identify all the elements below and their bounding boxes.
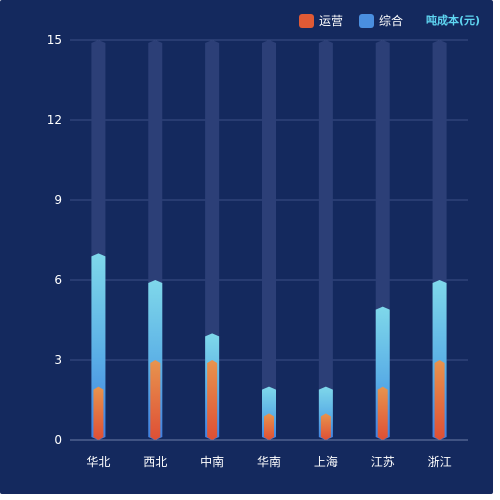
legend-item-operations[interactable]: 运营: [299, 13, 343, 29]
bar-operations-1[interactable]: [150, 360, 161, 440]
bar-operations-6[interactable]: [434, 360, 445, 440]
y-tick-label-3: 3: [54, 353, 62, 367]
y-tick-label-0: 0: [54, 433, 62, 447]
legend-label-operations: 运营: [319, 14, 344, 28]
x-tick-label-3: 华南: [257, 454, 281, 469]
bar-operations-3[interactable]: [264, 413, 274, 440]
chart-panel: 运营 综合 吨成本(元): [0, 0, 493, 494]
bar-operations-5[interactable]: [377, 386, 388, 440]
unit-label: 吨成本(元): [426, 14, 481, 27]
legend-swatch-operations: [299, 14, 314, 28]
x-axis-labels: 华北 西北 中南 华南 上海 江苏 浙江: [86, 454, 451, 469]
legend-item-overall[interactable]: 综合: [359, 13, 403, 29]
y-axis-ticks: 0 3 6 9 12 15: [47, 33, 62, 447]
y-tick-label-12: 12: [47, 113, 62, 127]
legend-swatch-overall: [359, 14, 374, 28]
legend-label-overall: 综合: [379, 14, 404, 28]
y-tick-label-15: 15: [47, 33, 62, 47]
bar-operations-2[interactable]: [207, 360, 218, 440]
x-tick-label-6: 浙江: [428, 455, 452, 469]
bar-operations-0[interactable]: [93, 386, 104, 440]
x-tick-label-4: 上海: [314, 454, 338, 469]
x-tick-label-0: 华北: [86, 455, 110, 469]
y-tick-label-9: 9: [54, 193, 62, 207]
y-tick-label-6: 6: [54, 273, 62, 287]
x-tick-label-2: 中南: [200, 454, 224, 469]
bar-background-3: [262, 40, 276, 440]
bar-operations-4[interactable]: [320, 413, 331, 440]
x-tick-label-1: 西北: [143, 455, 167, 469]
x-tick-label-5: 江苏: [371, 455, 395, 469]
bar-background-4: [318, 40, 333, 440]
bars: [91, 40, 447, 440]
